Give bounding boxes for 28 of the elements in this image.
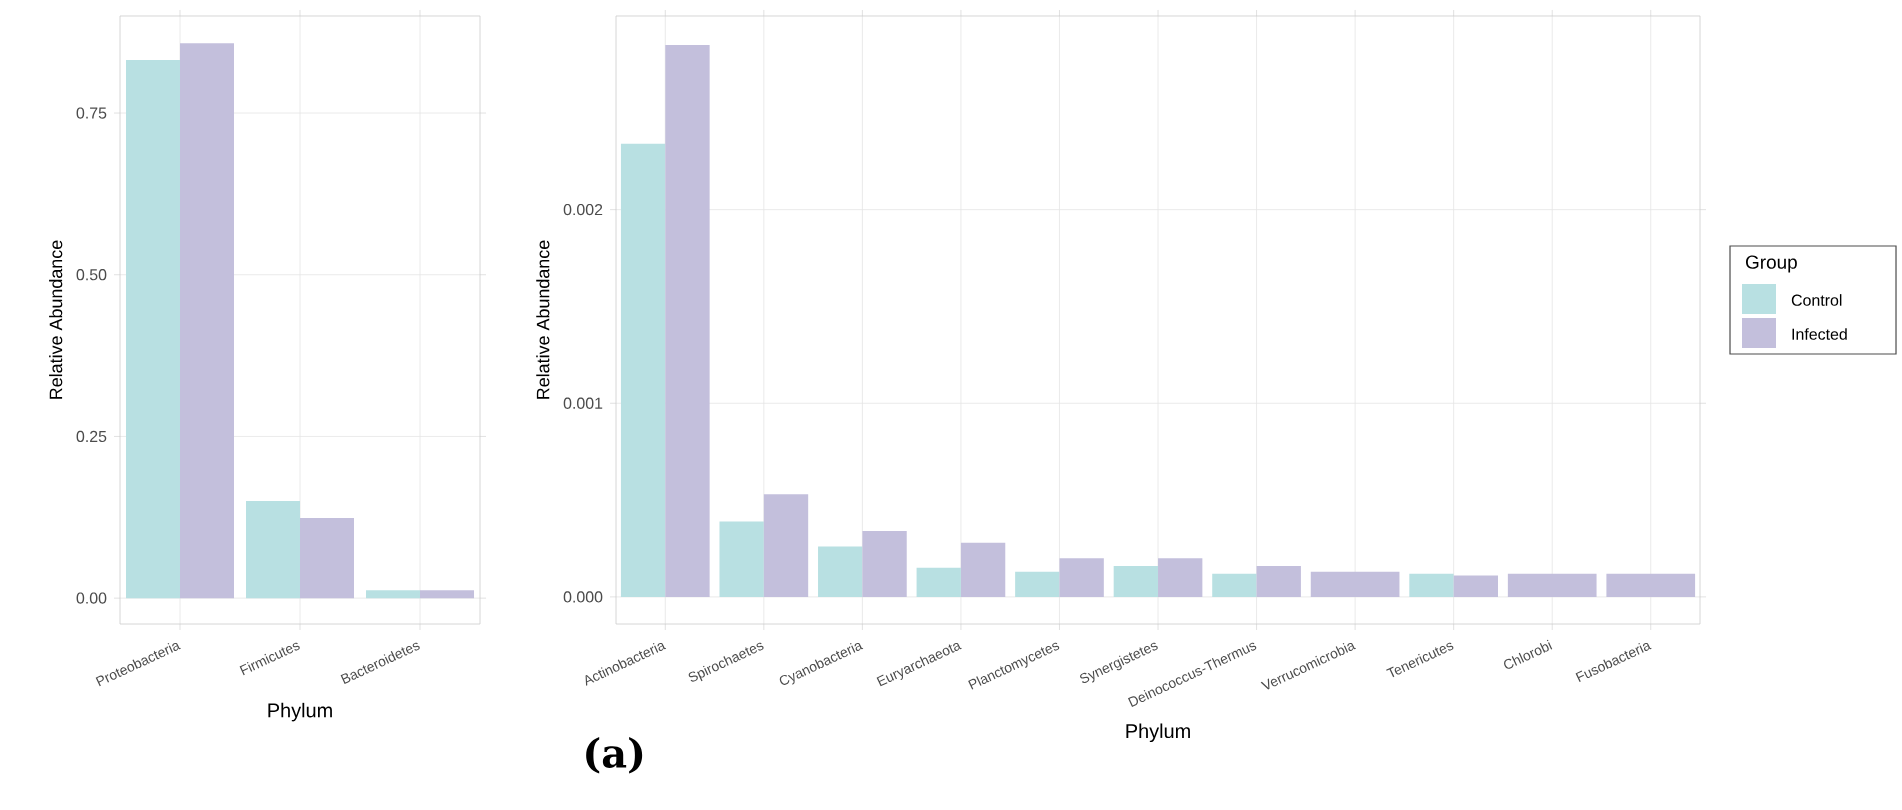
bar	[126, 59, 181, 599]
bar	[180, 43, 235, 599]
bar	[960, 542, 1006, 597]
x-axis-title: Phylum	[268, 702, 332, 722]
bar	[1256, 565, 1301, 597]
bar	[763, 494, 809, 597]
bar	[1113, 565, 1159, 597]
bar	[1409, 573, 1454, 597]
bar	[1212, 573, 1257, 597]
text: (a)	[586, 737, 643, 774]
bar	[1059, 558, 1104, 597]
legend-title: Group	[1745, 255, 1797, 273]
bar	[1158, 558, 1203, 597]
bar	[1015, 571, 1060, 597]
bar	[862, 531, 907, 597]
bar	[300, 517, 355, 599]
bar	[620, 143, 666, 597]
bar	[818, 546, 863, 597]
bar	[719, 521, 764, 597]
y-axis-title: Relative Abundance	[49, 240, 63, 399]
bar	[420, 590, 475, 599]
x-axis-title: Phylum	[1126, 723, 1190, 743]
bar	[1453, 575, 1499, 597]
bar	[916, 567, 961, 597]
y-axis-title: Relative Abundance	[536, 240, 550, 399]
bar	[246, 501, 301, 599]
bar	[665, 45, 710, 597]
bar	[366, 590, 421, 599]
